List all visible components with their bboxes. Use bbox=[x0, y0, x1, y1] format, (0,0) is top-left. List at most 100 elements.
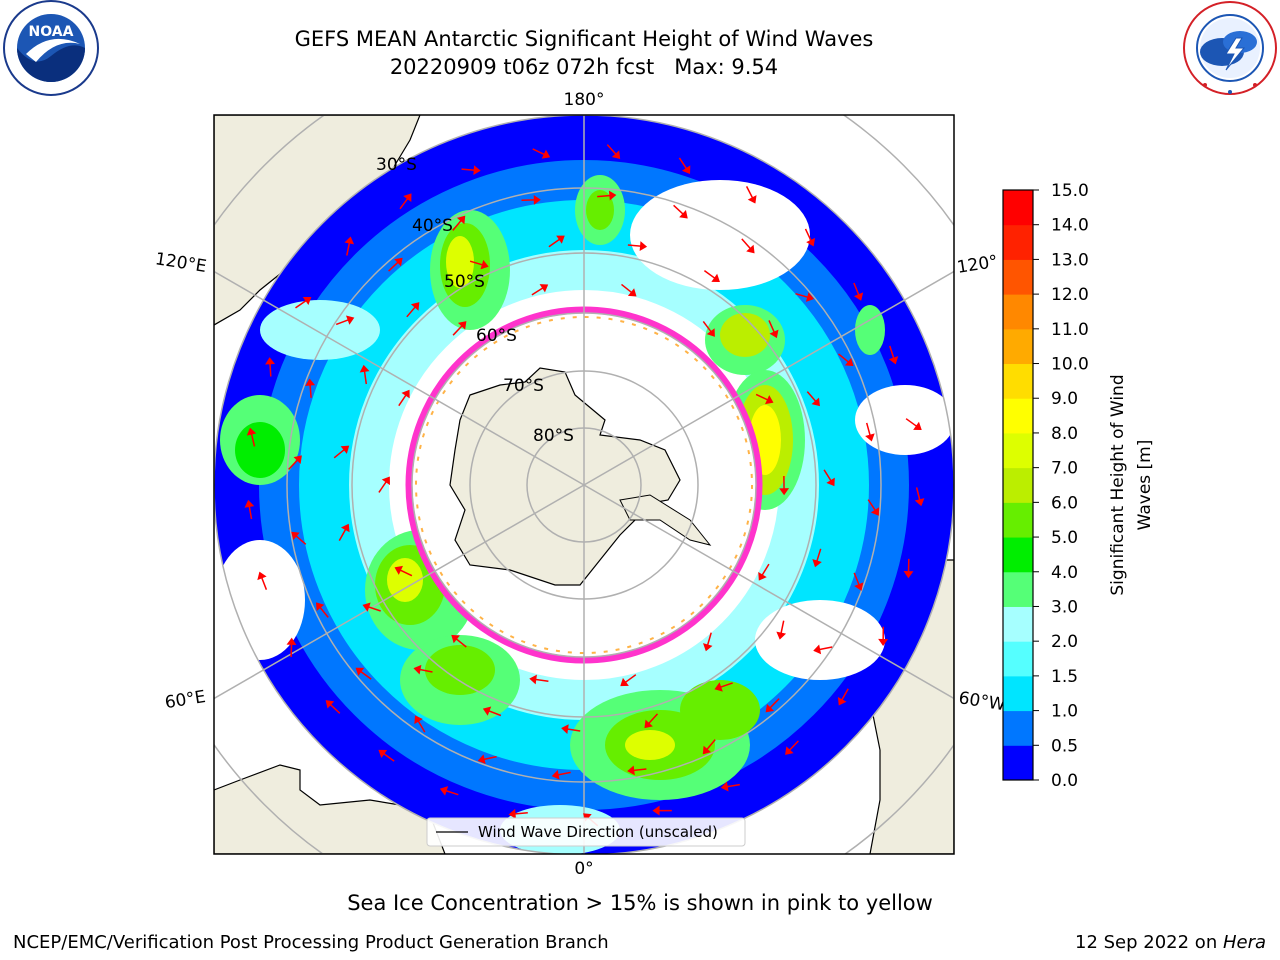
wave-direction-arrowhead bbox=[765, 703, 775, 713]
wave-direction-arrowhead bbox=[286, 637, 297, 646]
lat-label-80s: 80°S bbox=[533, 426, 574, 446]
wave-direction-arrowhead bbox=[305, 378, 316, 386]
colorbar-tick-label: 9.0 bbox=[1051, 389, 1078, 409]
colorbar: 15.0 14.0 13.0 12.0 11.0 10.0 9.0 8.0 7.0 6.0 5.0 4… bbox=[1002, 181, 1155, 791]
wave-direction-arrowhead bbox=[291, 531, 300, 541]
wave-direction-arrowhead bbox=[620, 677, 629, 687]
wave-direction-arrowhead bbox=[456, 215, 466, 225]
wave-direction-arrowhead bbox=[482, 706, 492, 716]
wave-direction-arrowhead bbox=[711, 273, 720, 282]
lon-label-120w: 120° bbox=[956, 252, 1000, 278]
wave-direction-arrowhead bbox=[480, 259, 489, 270]
wave-direction-arrowhead bbox=[257, 571, 267, 581]
wave-direction-arrowhead bbox=[865, 433, 875, 442]
wave-direction-arrowhead bbox=[769, 329, 779, 339]
wave-direction-arrowhead bbox=[293, 455, 302, 464]
wave-direction-arrowhead bbox=[644, 719, 653, 729]
legend-label: Wind Wave Direction (unscaled) bbox=[478, 823, 718, 841]
map-frame bbox=[213, 114, 955, 855]
wave-direction-arrowhead bbox=[551, 769, 560, 780]
wave-direction-arrowhead bbox=[344, 236, 355, 245]
wave-direction-arrowhead bbox=[508, 808, 516, 819]
wave-direction-arrowhead bbox=[340, 445, 350, 454]
colorbar-tick-label: 5.0 bbox=[1051, 528, 1078, 548]
wave-direction-arrowhead bbox=[878, 638, 889, 646]
wave-direction-arrowhead bbox=[561, 724, 569, 735]
wave-direction-arrowhead bbox=[473, 165, 481, 175]
colorbar-segment bbox=[1003, 398, 1033, 434]
wave-direction-arrowhead bbox=[785, 746, 794, 755]
wave-direction-arrowhead bbox=[805, 292, 815, 302]
wave-direction-arrowhead bbox=[837, 696, 847, 706]
lon-label-120e: 120°E bbox=[154, 249, 208, 277]
colorbar-tick-label: 0.0 bbox=[1051, 771, 1078, 791]
wave-direction-arrowhead bbox=[246, 427, 257, 436]
wave-direction-arrowhead bbox=[401, 389, 410, 399]
colorbar-segment bbox=[1003, 606, 1033, 642]
colorbar-tick-label: 10.0 bbox=[1051, 355, 1089, 375]
wave-direction-arrowhead bbox=[702, 745, 712, 755]
noaa-logo: NOAA bbox=[3, 0, 99, 96]
colorbar-tick-label: 14.0 bbox=[1051, 216, 1089, 236]
wave-direction-arrowhead bbox=[265, 357, 275, 365]
wave-direction-arrowhead bbox=[703, 643, 713, 652]
lat-label-70s: 70°S bbox=[503, 376, 544, 396]
wave-direction-arrowhead bbox=[355, 667, 365, 676]
wave-direction-arrowhead bbox=[903, 571, 914, 579]
wave-direction-arrowhead bbox=[533, 194, 541, 205]
noaa-logo-text: NOAA bbox=[29, 24, 74, 40]
wave-direction-arrowhead bbox=[758, 572, 767, 581]
wave-direction-arrowhead bbox=[776, 631, 787, 640]
colorbar-tick-label: 11.0 bbox=[1051, 320, 1089, 340]
lat-label-30s: 30°S bbox=[376, 155, 417, 175]
wave-direction-arrowhead bbox=[414, 715, 423, 725]
date-prefix: 12 Sep 2022 on bbox=[1075, 932, 1223, 953]
colorbar-segment bbox=[1003, 190, 1033, 226]
wave-direction-arrowhead bbox=[627, 288, 637, 297]
chart-subtitle: 20220909 t06z 072h fcst Max: 9.54 bbox=[389, 55, 779, 79]
date-footer: 12 Sep 2022 on Hera bbox=[1075, 932, 1266, 953]
colorbar-tick-label: 15.0 bbox=[1051, 181, 1089, 201]
colorbar-segment bbox=[1003, 537, 1033, 573]
wave-direction-arrowhead bbox=[679, 210, 688, 219]
wave-direction-arrowhead bbox=[325, 700, 335, 709]
nws-logo bbox=[1183, 1, 1277, 95]
colorbar-segment bbox=[1003, 502, 1033, 538]
graticule bbox=[214, 115, 954, 854]
colorbar-tick-label: 13.0 bbox=[1051, 250, 1089, 270]
branch-footer: NCEP/EMC/Verification Post Processing Pr… bbox=[13, 932, 609, 953]
wave-direction-arrowhead bbox=[413, 664, 422, 675]
wave-direction-arrowhead bbox=[746, 244, 755, 254]
wave-direction-arrowhead bbox=[403, 193, 412, 202]
wave-direction-arrowhead bbox=[381, 476, 390, 486]
colorbar-segment bbox=[1003, 432, 1033, 469]
wave-direction-arrowhead bbox=[394, 565, 403, 575]
wave-direction-arrowhead bbox=[652, 805, 660, 816]
wave-direction-arrowhead bbox=[244, 499, 255, 508]
wave-direction-arrowhead bbox=[394, 257, 403, 267]
wave-direction-arrowhead bbox=[315, 602, 325, 611]
wave-direction-arrowhead bbox=[346, 315, 355, 325]
wave-direction-arrowhead bbox=[410, 302, 420, 311]
colorbar-segment bbox=[1003, 294, 1033, 330]
wave-direction-arrowhead bbox=[439, 786, 449, 796]
lon-label-180: 180° bbox=[564, 90, 605, 110]
wave-direction-arrowhead bbox=[826, 477, 835, 487]
wave-direction-arrowhead bbox=[302, 296, 312, 306]
wave-direction-arrowhead bbox=[870, 507, 880, 516]
colorbar-label-line2: Waves [m] bbox=[1135, 440, 1155, 531]
lat-label-60s: 60°S bbox=[476, 326, 517, 346]
wave-direction-arrowhead bbox=[681, 165, 691, 174]
wave-direction-arrowhead bbox=[747, 195, 757, 204]
colorbar-tick-label: 6.0 bbox=[1051, 493, 1078, 513]
date-system: Hera bbox=[1222, 932, 1266, 953]
wave-direction-arrowhead bbox=[844, 357, 854, 367]
colorbar-segment bbox=[1003, 328, 1033, 365]
colorbar-tick-label: 8.0 bbox=[1051, 424, 1078, 444]
colorbar-segment bbox=[1003, 710, 1033, 746]
wave-direction-arrowhead bbox=[853, 292, 864, 301]
wave-direction-arrowhead bbox=[451, 634, 460, 644]
wave-direction-arrowhead bbox=[714, 682, 723, 692]
wave-direction-arrowhead bbox=[457, 321, 467, 330]
